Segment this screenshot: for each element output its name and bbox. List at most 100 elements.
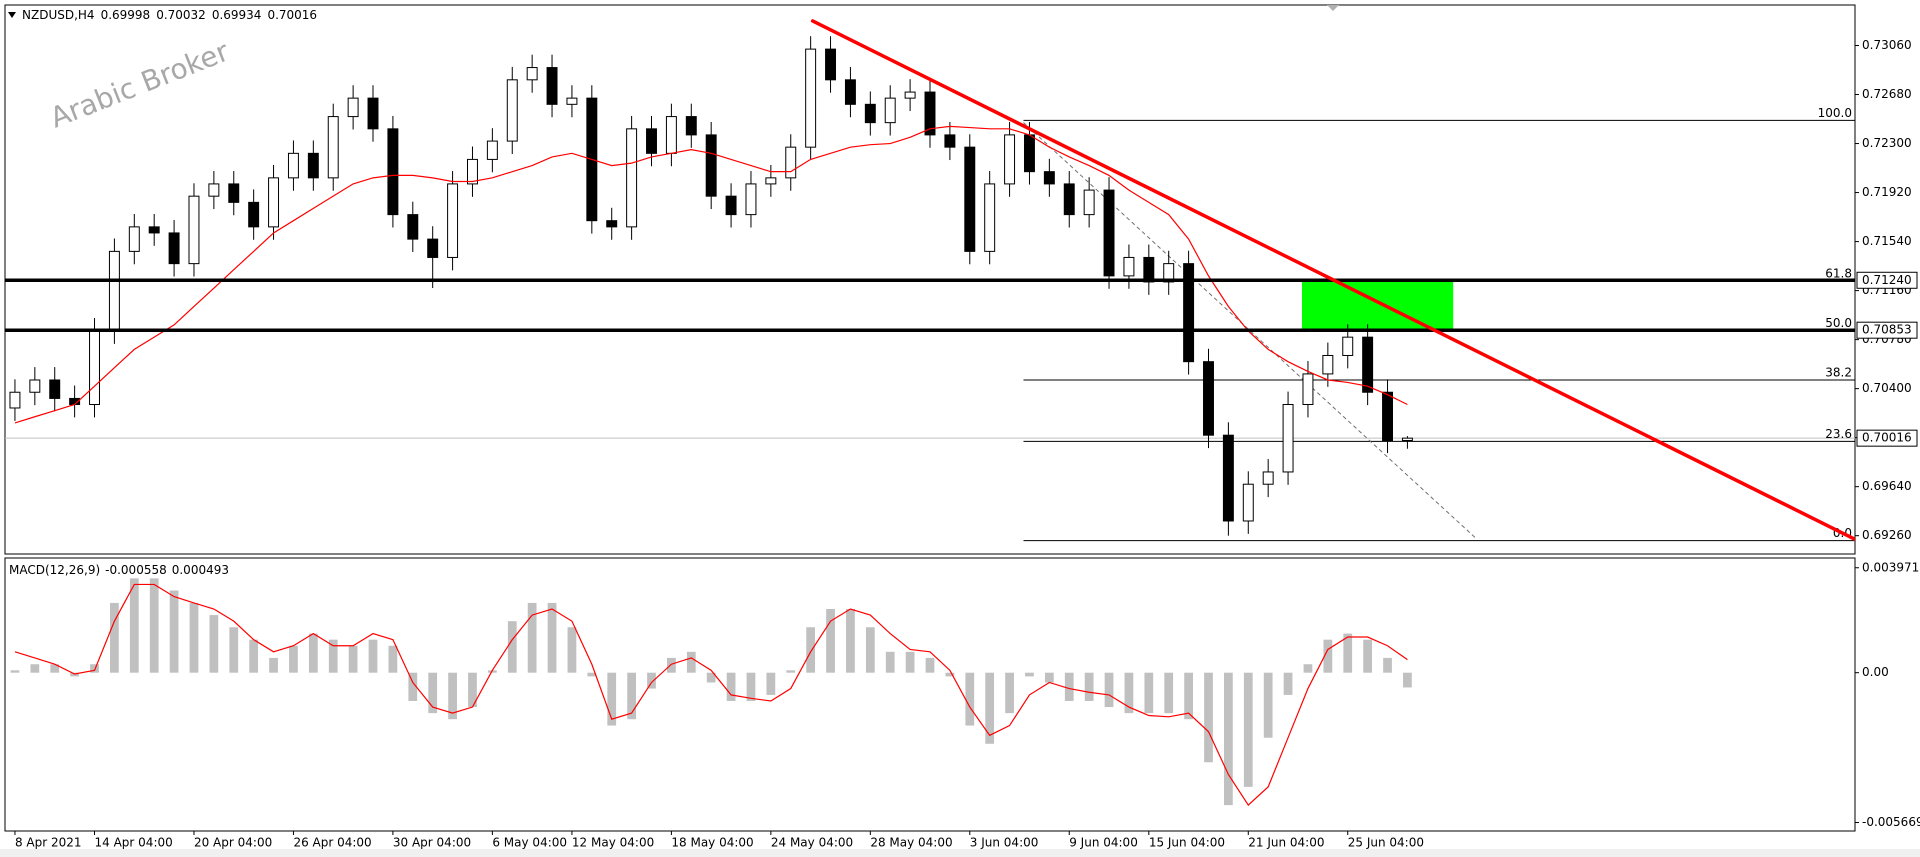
macd-bar: [826, 609, 835, 673]
macd-y-tick-label: -0.005669: [1862, 815, 1920, 829]
candle-body: [128, 226, 140, 252]
candle-body: [1362, 336, 1374, 393]
macd-bar: [547, 602, 557, 673]
y-tick-label: 0.70400: [1862, 381, 1912, 395]
fib-trend: [1023, 122, 1478, 540]
header-price: 0.70016: [267, 8, 317, 22]
candle-body: [467, 158, 478, 185]
macd-bar: [328, 639, 338, 673]
candle-body: [327, 116, 339, 179]
candle-body: [1183, 263, 1195, 363]
macd-bar: [1283, 672, 1293, 695]
candle-body: [1262, 471, 1274, 485]
macd-bar: [1164, 672, 1174, 714]
candle-body: [1063, 183, 1075, 216]
header-price: 0.70032: [156, 8, 206, 22]
macd-bar: [806, 627, 816, 673]
symbol: NZDUSD,H4: [22, 8, 95, 22]
macd-bar: [448, 672, 457, 720]
macd-bar: [846, 609, 855, 673]
candle-body: [626, 128, 638, 228]
macd-bar: [348, 645, 358, 673]
header-price: 0.69934: [212, 8, 262, 22]
candle-body: [1203, 361, 1214, 436]
x-tick-label: 25 Jun 04:00: [1348, 836, 1424, 850]
menu-triangle[interactable]: [8, 12, 16, 18]
candle-body: [49, 379, 61, 399]
candle-body: [9, 391, 21, 409]
status-strip: [0, 849, 1920, 857]
macd-bar: [1025, 672, 1034, 677]
macd-bar: [627, 672, 636, 720]
candle-body: [844, 79, 856, 105]
candle-body: [148, 226, 160, 234]
macd-title: MACD(12,26,9): [9, 563, 100, 577]
macd-bar: [269, 657, 278, 673]
x-tick-label: 15 Jun 04:00: [1149, 836, 1225, 850]
macd-bar: [1363, 639, 1373, 673]
macd-bar: [587, 672, 597, 677]
x-tick-label: 24 May 04:00: [771, 836, 853, 850]
macd-bar: [1243, 672, 1253, 787]
y-tick-label: 0.71920: [1862, 185, 1912, 199]
x-tick-label: 8 Apr 2021: [15, 836, 82, 850]
candle-body: [1103, 189, 1115, 277]
macd-bar: [1303, 664, 1313, 673]
trendline: [810, 19, 1855, 542]
candle-body: [705, 134, 717, 197]
macd-bar: [249, 639, 259, 673]
candle-body: [685, 116, 697, 136]
macd-bar: [746, 672, 756, 701]
macd-bar: [1084, 672, 1094, 701]
macd-bar: [169, 590, 179, 673]
candle-body: [347, 97, 359, 118]
signal-line: [14, 583, 1408, 807]
x-tick-label: 21 Jun 04:00: [1248, 836, 1324, 850]
x-tick-label: 18 May 04:00: [671, 836, 753, 850]
x-tick-label: 28 May 04:00: [870, 836, 952, 850]
macd-bar: [408, 672, 418, 701]
candle-body: [1143, 256, 1155, 283]
y-tick-label: 0.71540: [1862, 234, 1912, 248]
candle-body: [208, 183, 220, 197]
candle-body: [248, 201, 260, 228]
macd-bar: [1044, 672, 1054, 683]
candle-body: [1043, 171, 1055, 185]
macd-bar: [129, 578, 139, 673]
candle-body: [924, 91, 936, 136]
candle-body: [407, 214, 419, 240]
candle-body: [447, 183, 459, 258]
shift-marker[interactable]: [1327, 5, 1339, 11]
candle-body: [188, 195, 200, 265]
macd-bar: [428, 672, 438, 714]
fib-label: 61.8: [1825, 266, 1852, 280]
axis-layer: 0.730600.726800.723000.719200.715400.711…: [14, 38, 1920, 850]
macd-bar: [527, 602, 537, 673]
macd-bar: [686, 651, 696, 673]
candle-body: [89, 330, 100, 405]
macd-panel: [4, 557, 1856, 832]
macd-bar: [468, 672, 477, 708]
macd-bar: [1184, 672, 1193, 720]
moving-average: [14, 125, 1408, 424]
price-box: [1856, 429, 1918, 447]
macd-bar: [1323, 639, 1333, 673]
macd-bar: [1263, 672, 1273, 738]
macd-value: -0.000558: [105, 563, 167, 577]
macd-bar: [1104, 672, 1114, 708]
candle-body: [825, 48, 837, 81]
candle-body: [1083, 189, 1095, 216]
candle-body: [566, 97, 578, 105]
macd-bar: [706, 672, 716, 683]
x-tick-label: 3 Jun 04:00: [970, 836, 1039, 850]
fib-label: 23.6: [1825, 427, 1852, 441]
candle-body: [1342, 336, 1354, 356]
candle-body: [387, 128, 399, 216]
candle-body: [884, 97, 896, 124]
macd-bar: [507, 621, 517, 673]
candle-body: [665, 116, 677, 154]
macd-y-tick-label: 0.003971: [1862, 560, 1919, 574]
macd-bar: [647, 672, 656, 689]
macd-bar: [925, 657, 935, 673]
macd-bar: [726, 672, 736, 701]
